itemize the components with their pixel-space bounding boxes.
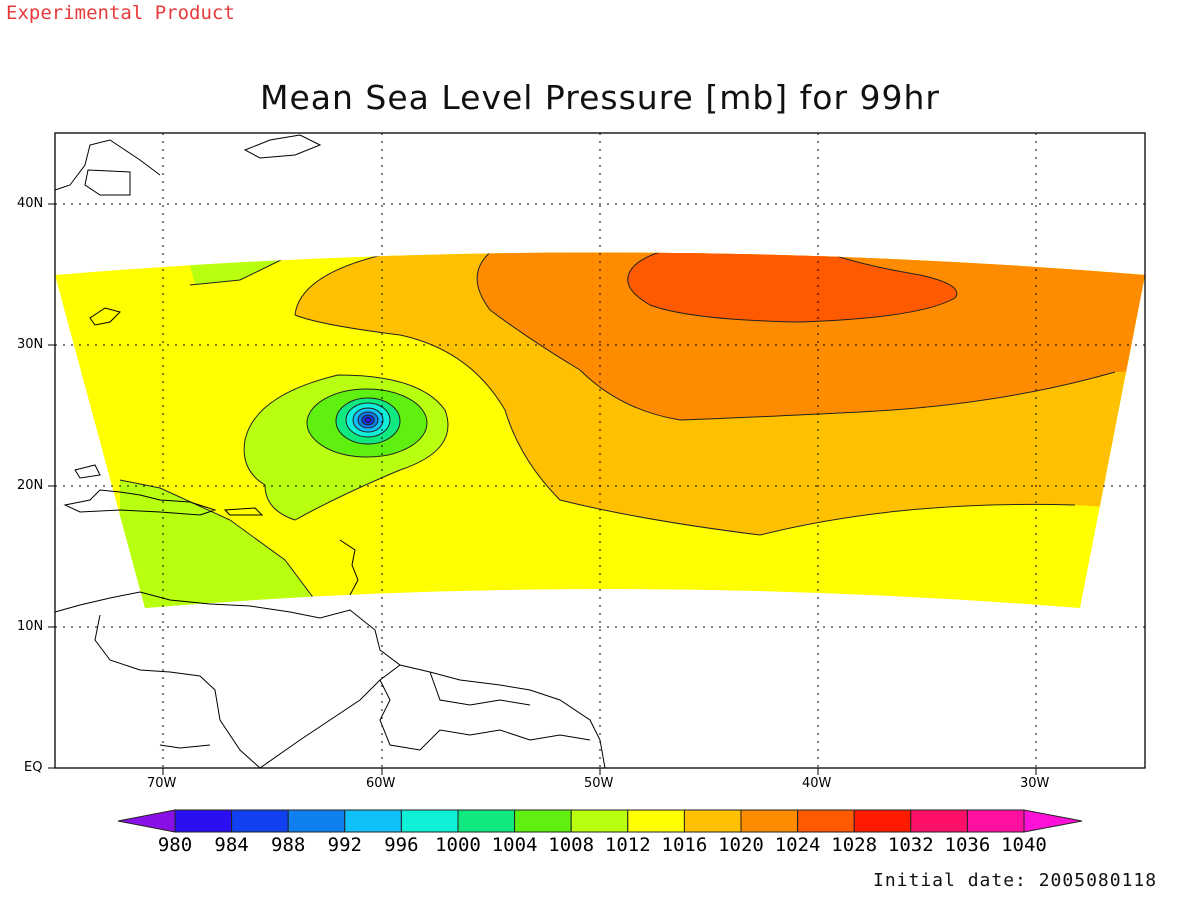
lon-label: 60W	[366, 776, 396, 791]
axis-ticks	[48, 203, 1037, 775]
experimental-product-tag: Experimental Product	[6, 2, 235, 24]
colorbar-label: 1020	[718, 834, 764, 856]
lat-label: 40N	[17, 196, 44, 211]
colorbar-label: 1004	[491, 834, 538, 856]
colorbar-label: 996	[384, 834, 419, 856]
colorbar-label: 1012	[604, 834, 651, 856]
band-1008-sw	[120, 480, 315, 608]
colorbar-label: 1000	[435, 834, 481, 856]
lat-label: EQ	[24, 760, 43, 775]
colorbar-label: 1024	[774, 834, 821, 856]
lat-label: 30N	[17, 337, 44, 352]
colorbar-swatch	[117, 809, 176, 833]
high-pressure-center	[627, 252, 958, 323]
lon-label: 50W	[584, 776, 614, 791]
pressure-field	[55, 252, 1145, 608]
lon-label: 70W	[147, 776, 177, 791]
colorbar-label: 988	[271, 834, 306, 856]
colorbar-label: 1028	[831, 834, 878, 856]
coastlines	[54, 134, 606, 769]
colorbar-label: 1040	[1001, 834, 1047, 856]
lon-label: 40W	[802, 776, 832, 791]
colorbar-label: 980	[157, 834, 193, 856]
colorbar	[117, 809, 1083, 833]
lat-label: 10N	[17, 619, 44, 634]
lat-label: 20N	[17, 478, 44, 493]
low-980	[364, 417, 372, 423]
lat-lon-grid	[55, 133, 1145, 768]
colorbar-label: 1008	[548, 834, 595, 856]
map-title: Mean Sea Level Pressure [mb] for 99hr	[259, 78, 941, 117]
colorbar-label: 1016	[661, 834, 708, 856]
lon-label: 30W	[1020, 776, 1050, 791]
colorbar-label: 1036	[944, 834, 991, 856]
initial-date: Initial date: 2005080118	[873, 870, 1158, 891]
band-1008-nw	[190, 258, 285, 285]
colorbar-label: 984	[214, 834, 249, 856]
colorbar-label: 992	[327, 834, 362, 856]
colorbar-label: 1032	[887, 834, 934, 856]
